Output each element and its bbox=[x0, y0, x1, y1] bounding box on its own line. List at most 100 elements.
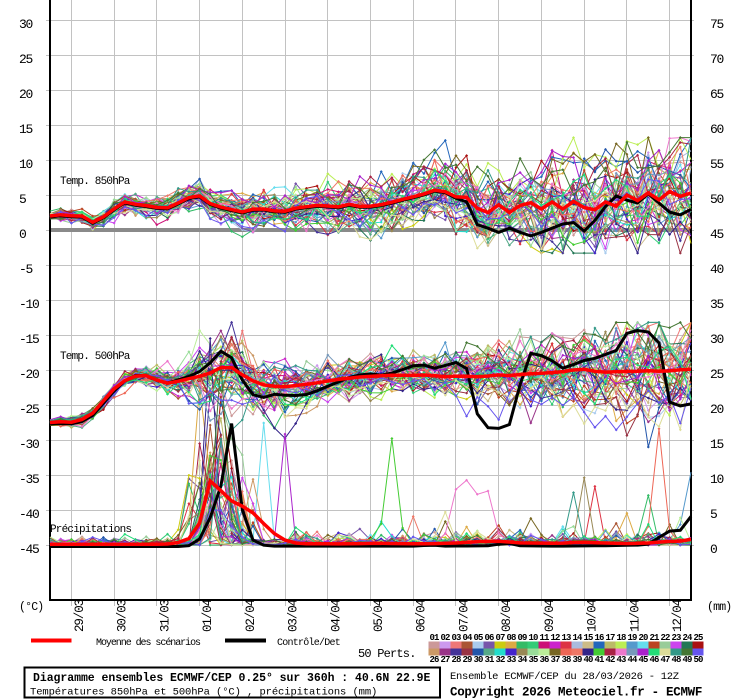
svg-text:50: 50 bbox=[693, 655, 703, 665]
svg-text:10/04: 10/04 bbox=[586, 599, 600, 632]
svg-text:46: 46 bbox=[649, 655, 659, 665]
svg-text:01: 01 bbox=[429, 633, 440, 643]
svg-text:55: 55 bbox=[710, 157, 724, 172]
svg-text:Copyright 2026 Meteociel.fr -: Copyright 2026 Meteociel.fr - ECMWF bbox=[450, 686, 702, 700]
svg-text:13: 13 bbox=[561, 633, 571, 643]
svg-text:(mm): (mm) bbox=[707, 601, 731, 614]
svg-text:25: 25 bbox=[19, 52, 33, 67]
svg-text:41: 41 bbox=[594, 655, 605, 665]
svg-text:05: 05 bbox=[473, 633, 483, 643]
svg-text:06: 06 bbox=[484, 633, 494, 643]
svg-text:34: 34 bbox=[517, 655, 528, 665]
svg-text:11/04: 11/04 bbox=[628, 599, 642, 632]
svg-text:31/03: 31/03 bbox=[158, 599, 172, 632]
svg-text:-35: -35 bbox=[19, 472, 39, 487]
svg-text:03: 03 bbox=[451, 633, 461, 643]
svg-text:75: 75 bbox=[710, 17, 724, 32]
svg-text:29: 29 bbox=[462, 655, 472, 665]
svg-text:11: 11 bbox=[539, 633, 550, 643]
svg-text:02: 02 bbox=[440, 633, 450, 643]
svg-text:38: 38 bbox=[561, 655, 571, 665]
svg-text:30: 30 bbox=[19, 17, 33, 32]
svg-text:25: 25 bbox=[710, 367, 724, 382]
svg-text:28: 28 bbox=[451, 655, 461, 665]
svg-text:45: 45 bbox=[710, 227, 724, 242]
svg-text:07/04: 07/04 bbox=[458, 599, 472, 632]
svg-text:26: 26 bbox=[429, 655, 439, 665]
svg-text:06/04: 06/04 bbox=[415, 599, 429, 632]
svg-text:-10: -10 bbox=[19, 297, 39, 312]
svg-text:-25: -25 bbox=[19, 402, 39, 417]
svg-text:Moyenne des scénarios: Moyenne des scénarios bbox=[96, 637, 201, 649]
svg-text:Contrôle/Det: Contrôle/Det bbox=[277, 637, 340, 649]
svg-text:44: 44 bbox=[627, 655, 638, 665]
svg-text:60: 60 bbox=[710, 122, 724, 137]
svg-text:Diagramme ensembles ECMWF/CEP: Diagramme ensembles ECMWF/CEP 0.25° sur … bbox=[33, 672, 431, 685]
svg-text:30: 30 bbox=[473, 655, 483, 665]
svg-text:20: 20 bbox=[19, 87, 33, 102]
svg-text:33: 33 bbox=[506, 655, 516, 665]
svg-text:5: 5 bbox=[710, 507, 717, 522]
svg-text:70: 70 bbox=[710, 52, 724, 67]
svg-text:18: 18 bbox=[616, 633, 626, 643]
svg-text:40: 40 bbox=[583, 655, 593, 665]
svg-text:Températures 850hPa et 500hPa: Températures 850hPa et 500hPa (°C) , pré… bbox=[30, 687, 377, 699]
svg-text:05/04: 05/04 bbox=[372, 599, 386, 632]
svg-text:-30: -30 bbox=[19, 437, 39, 452]
svg-text:10: 10 bbox=[528, 633, 538, 643]
svg-text:07: 07 bbox=[495, 633, 505, 643]
svg-text:02/04: 02/04 bbox=[244, 599, 258, 632]
svg-text:10: 10 bbox=[19, 157, 33, 172]
svg-text:04/04: 04/04 bbox=[329, 599, 343, 632]
svg-text:Ensemble ECMWF/CEP du 28/03/20: Ensemble ECMWF/CEP du 28/03/2026 - 12Z bbox=[450, 671, 679, 683]
svg-text:15: 15 bbox=[19, 122, 33, 137]
svg-text:-40: -40 bbox=[19, 507, 39, 522]
svg-text:20: 20 bbox=[710, 402, 724, 417]
svg-text:08/04: 08/04 bbox=[500, 599, 514, 632]
svg-text:10: 10 bbox=[710, 472, 724, 487]
svg-text:40: 40 bbox=[710, 262, 724, 277]
svg-text:25: 25 bbox=[693, 633, 703, 643]
svg-text:22: 22 bbox=[660, 633, 670, 643]
svg-text:35: 35 bbox=[528, 655, 538, 665]
svg-text:45: 45 bbox=[638, 655, 648, 665]
svg-text:0: 0 bbox=[19, 227, 26, 242]
svg-text:5: 5 bbox=[19, 192, 26, 207]
svg-text:-15: -15 bbox=[19, 332, 39, 347]
svg-text:20: 20 bbox=[638, 633, 648, 643]
svg-text:17: 17 bbox=[605, 633, 615, 643]
svg-text:30: 30 bbox=[710, 332, 724, 347]
svg-text:49: 49 bbox=[682, 655, 692, 665]
svg-text:09: 09 bbox=[517, 633, 527, 643]
svg-text:09/04: 09/04 bbox=[543, 599, 557, 632]
svg-text:43: 43 bbox=[616, 655, 626, 665]
svg-text:31: 31 bbox=[484, 655, 495, 665]
svg-text:36: 36 bbox=[539, 655, 549, 665]
svg-text:15: 15 bbox=[710, 437, 724, 452]
svg-text:Précipitations: Précipitations bbox=[50, 524, 131, 536]
svg-text:12/04: 12/04 bbox=[671, 599, 685, 632]
svg-text:19: 19 bbox=[627, 633, 637, 643]
svg-text:39: 39 bbox=[572, 655, 582, 665]
svg-text:47: 47 bbox=[660, 655, 670, 665]
svg-text:32: 32 bbox=[495, 655, 505, 665]
svg-text:27: 27 bbox=[440, 655, 450, 665]
svg-text:24: 24 bbox=[682, 633, 693, 643]
svg-text:14: 14 bbox=[572, 633, 583, 643]
svg-text:50: 50 bbox=[710, 192, 724, 207]
svg-text:12: 12 bbox=[550, 633, 560, 643]
svg-text:29/03: 29/03 bbox=[73, 599, 87, 632]
svg-text:(°C): (°C) bbox=[19, 601, 43, 614]
svg-text:08: 08 bbox=[506, 633, 516, 643]
svg-text:0: 0 bbox=[710, 542, 717, 557]
svg-text:-20: -20 bbox=[19, 367, 39, 382]
svg-text:30/03: 30/03 bbox=[116, 599, 130, 632]
svg-text:15: 15 bbox=[583, 633, 593, 643]
svg-text:03/04: 03/04 bbox=[287, 599, 301, 632]
svg-text:16: 16 bbox=[594, 633, 604, 643]
svg-text:-5: -5 bbox=[19, 262, 33, 277]
svg-text:Temp. 850hPa: Temp. 850hPa bbox=[60, 176, 131, 188]
svg-text:Temp. 500hPa: Temp. 500hPa bbox=[60, 351, 131, 363]
svg-text:42: 42 bbox=[605, 655, 615, 665]
svg-text:65: 65 bbox=[710, 87, 724, 102]
